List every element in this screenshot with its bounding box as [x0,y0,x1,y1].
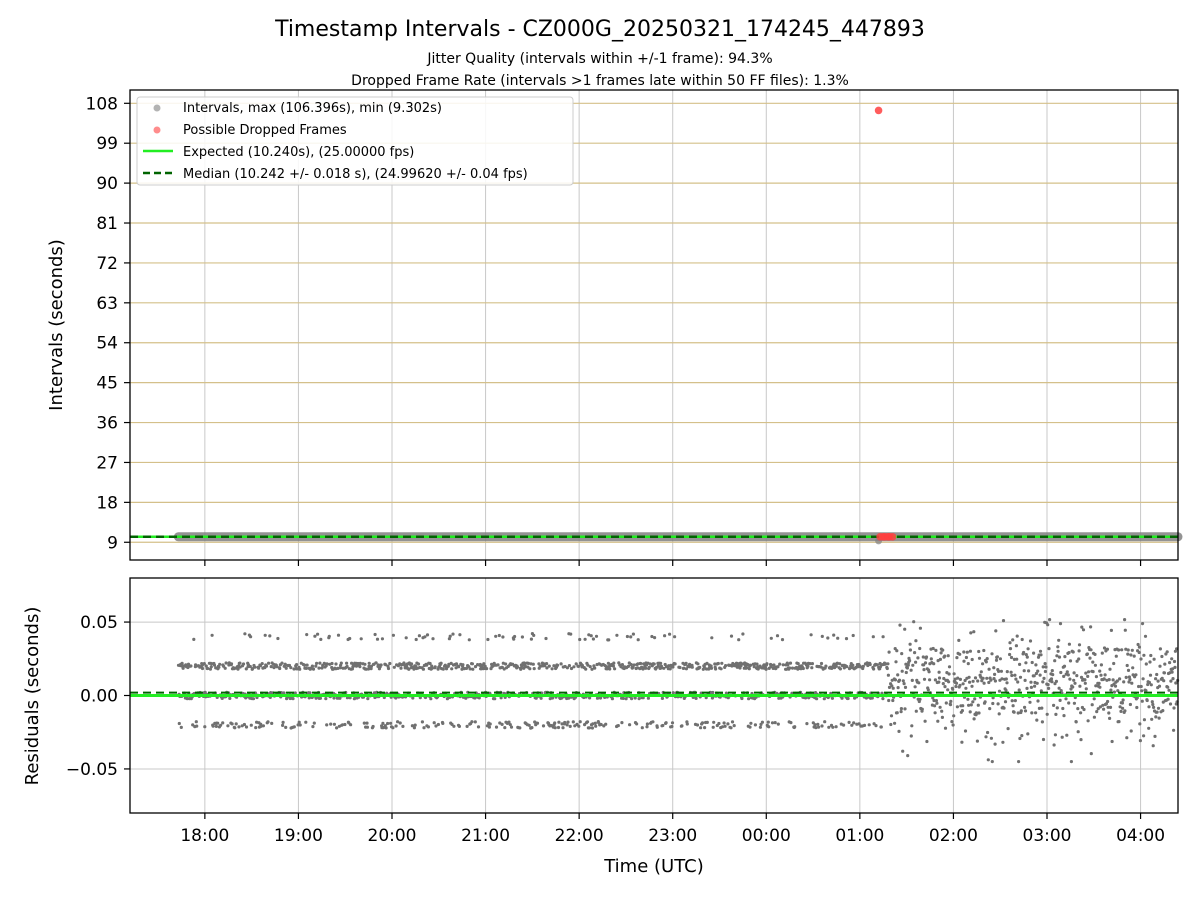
top-y-tick-label: 27 [96,453,118,473]
top-y-tick-label: 54 [96,334,118,354]
legend-label-intervals: Intervals, max (106.396s), min (9.302s) [183,101,442,116]
legend-label-median: Median (10.242 +/- 0.018 s), (24.99620 +… [183,167,528,182]
top-y-tick-label: 99 [96,134,118,154]
legend: Intervals, max (106.396s), min (9.302s) … [136,96,574,186]
x-tick-label: 22:00 [555,826,604,846]
x-tick-label: 02:00 [929,826,978,846]
residuals-reference-lines [130,691,1178,697]
x-tick-label: 19:00 [274,826,323,846]
legend-label-expected: Expected (10.240s), (25.00000 fps) [183,145,414,160]
legend-marker-intervals [153,104,161,112]
bottom-y-tick-label: 0.05 [80,613,118,633]
bottom-y-tick-label: −0.05 [66,760,118,780]
top-y-tick-label: 63 [96,294,118,314]
legend-box [136,96,574,186]
residuals-points [176,618,1180,764]
x-tick-label: 23:00 [648,826,697,846]
top-y-tick-label: 108 [86,94,118,114]
bottom-y-ticks: −0.05 0.00 0.05 [66,613,130,780]
x-tick-label: 00:00 [742,826,791,846]
dropped-frame-point [874,106,883,115]
x-tick-label: 01:00 [835,826,884,846]
top-grid [130,90,1178,560]
top-y-ticks: 9 18 27 36 45 54 63 72 81 90 99 108 [86,94,130,553]
top-y-tick-label: 9 [107,533,118,553]
x-tick-label: 18:00 [180,826,229,846]
x-tick-label: 04:00 [1116,826,1165,846]
x-axis-label: Time (UTC) [603,856,704,877]
bottom-y-tick-label: 0.00 [80,687,118,707]
top-plot-frame [129,89,1179,561]
top-y-tick-label: 36 [96,414,118,434]
top-y-axis-label: Intervals (seconds) [46,239,67,411]
residual-points-path [176,618,1180,764]
top-x-ticks [204,560,1142,566]
x-tick-label: 20:00 [368,826,417,846]
x-tick-label: 21:00 [461,826,510,846]
top-y-tick-label: 72 [96,254,118,274]
x-tick-label: 03:00 [1023,826,1072,846]
legend-marker-dropped-frames [153,126,161,134]
top-y-tick-label: 18 [96,493,118,513]
bottom-x-ticks: 18:00 19:00 20:00 21:00 22:00 23:00 00:00 01:00… [180,813,1165,846]
top-y-tick-label: 90 [96,174,118,194]
top-y-tick-label: 45 [96,374,118,394]
legend-label-dropped-frames: Possible Dropped Frames [183,123,347,138]
top-y-tick-label: 81 [96,214,118,234]
intervals-series [130,106,1183,545]
subtitle-dropped-frame-rate: Dropped Frame Rate (intervals >1 frames … [351,73,849,89]
dropped-frame-point [888,532,897,541]
chart-title: Timestamp Intervals - CZ000G_20250321_17… [274,17,925,42]
subtitle-jitter-quality: Jitter Quality (intervals within +/-1 fr… [426,51,772,67]
bottom-y-axis-label: Residuals (seconds) [22,607,43,786]
